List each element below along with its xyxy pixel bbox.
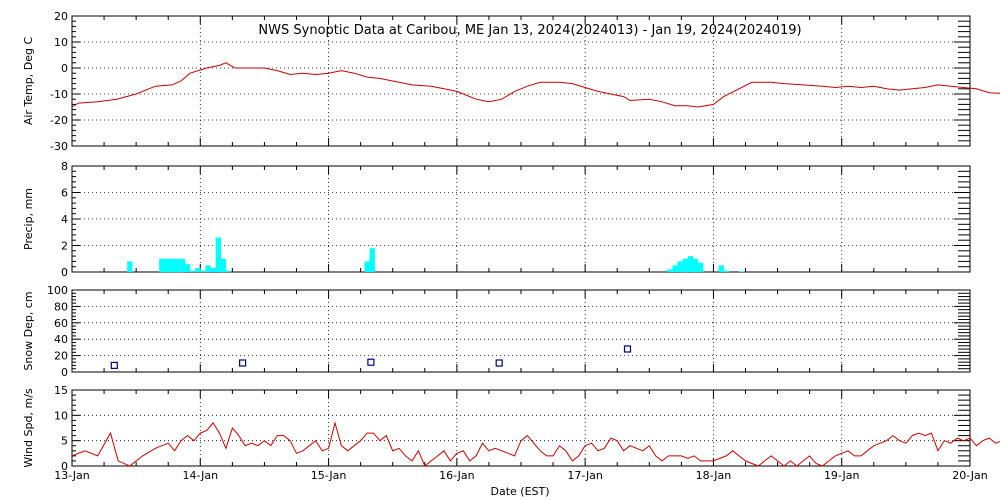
- panel-3-ytick-label: 15: [54, 384, 68, 397]
- panel-2-ytick-label: 80: [54, 300, 68, 313]
- panel-1-ytick-label: 4: [61, 213, 68, 226]
- x-tick-label: 13-Jan: [54, 469, 90, 482]
- precip-bar: [195, 268, 201, 272]
- panel-1-ytick-label: 8: [61, 160, 68, 173]
- panels-group: -30 -20 -10 0 10 20 Air Temp, Deg C 0 2 4 6 8 Precip…: [22, 10, 1000, 482]
- precip-bar: [169, 258, 175, 273]
- panel-2-ytick-label: 40: [54, 333, 68, 346]
- snow-depth-point: [239, 359, 247, 367]
- precip-bar: [225, 270, 232, 272]
- precip-bar: [164, 258, 170, 273]
- x-tick-label: 16-Jan: [439, 469, 475, 482]
- precip-bar: [200, 270, 206, 272]
- panel-3-series-line: [71, 420, 1000, 467]
- panel-3-ytick-label: 10: [54, 409, 68, 422]
- panel-2-ytick-label: 0: [61, 366, 68, 379]
- precip-bar: [369, 248, 375, 272]
- panel-0-ytick-label: 20: [54, 10, 68, 23]
- x-tick-label: 15-Jan: [311, 469, 347, 482]
- precip-bar: [692, 258, 699, 273]
- precip-bar: [364, 261, 370, 272]
- panel-3-ytick-label: 5: [61, 435, 68, 448]
- precip-bar: [672, 265, 678, 272]
- panel-1-ytick-label: 2: [61, 240, 68, 253]
- panel-1-ytick-label: 6: [61, 187, 68, 200]
- precip-bar: [174, 258, 180, 273]
- panel-0-ylabel: Air Temp, Deg C: [22, 37, 35, 126]
- panel-3-ytick-label: 0: [61, 460, 68, 473]
- precip-bar: [159, 258, 165, 273]
- panel-1-ylabel: Precip, mm: [22, 188, 35, 250]
- precip-bar: [205, 265, 211, 272]
- panel-0-ytick-label: -30: [50, 140, 68, 153]
- precip-bar: [687, 256, 694, 272]
- panel-0-series-line: [71, 62, 1000, 108]
- precip-bar: [210, 268, 216, 272]
- precip-bar: [718, 265, 724, 272]
- precip-bar: [739, 271, 745, 272]
- panel-2-ytick-label: 20: [54, 350, 68, 363]
- panel-0-ytick-label: -20: [50, 114, 68, 127]
- precip-bar: [220, 258, 227, 273]
- snow-depth-point: [110, 361, 118, 369]
- precip-bar: [184, 264, 191, 272]
- chart-title: NWS Synoptic Data at Caribou, ME Jan 13,…: [258, 23, 801, 38]
- precip-bar: [667, 269, 673, 272]
- x-tick-label: 17-Jan: [567, 469, 603, 482]
- x-tick-label: 18-Jan: [696, 469, 732, 482]
- precip-bar: [179, 258, 186, 273]
- precip-bar: [127, 261, 133, 272]
- panel-0-ytick-label: 10: [54, 36, 68, 49]
- x-tick-label: 19-Jan: [824, 469, 860, 482]
- x-tick-label: 14-Jan: [183, 469, 219, 482]
- panel-2-ylabel: Snow Dep, cm: [22, 291, 35, 370]
- panel-1-ytick-label: 0: [61, 266, 68, 279]
- precip-bar: [682, 258, 688, 273]
- panel-2-frame: [71, 289, 971, 373]
- panel-0-ytick-label: -10: [50, 88, 68, 101]
- x-tick-label: 20-Jan: [952, 469, 988, 482]
- panel-3-ylabel: Wind Spd, m/s: [22, 388, 35, 468]
- snow-depth-point: [367, 358, 375, 366]
- precip-bar: [723, 270, 729, 272]
- panel-0-ytick-label: 0: [61, 62, 68, 75]
- panel-2-ytick-label: 100: [47, 284, 68, 297]
- precip-bar: [190, 270, 196, 272]
- snow-depth-point: [495, 359, 503, 367]
- precip-bar: [677, 261, 683, 272]
- precip-bar: [215, 237, 221, 272]
- panel-2-ytick-label: 60: [54, 317, 68, 330]
- snow-depth-point: [623, 345, 632, 353]
- x-axis-label: Date (EST): [490, 485, 549, 498]
- panel-3-frame: [71, 389, 971, 467]
- precip-bar: [698, 262, 704, 272]
